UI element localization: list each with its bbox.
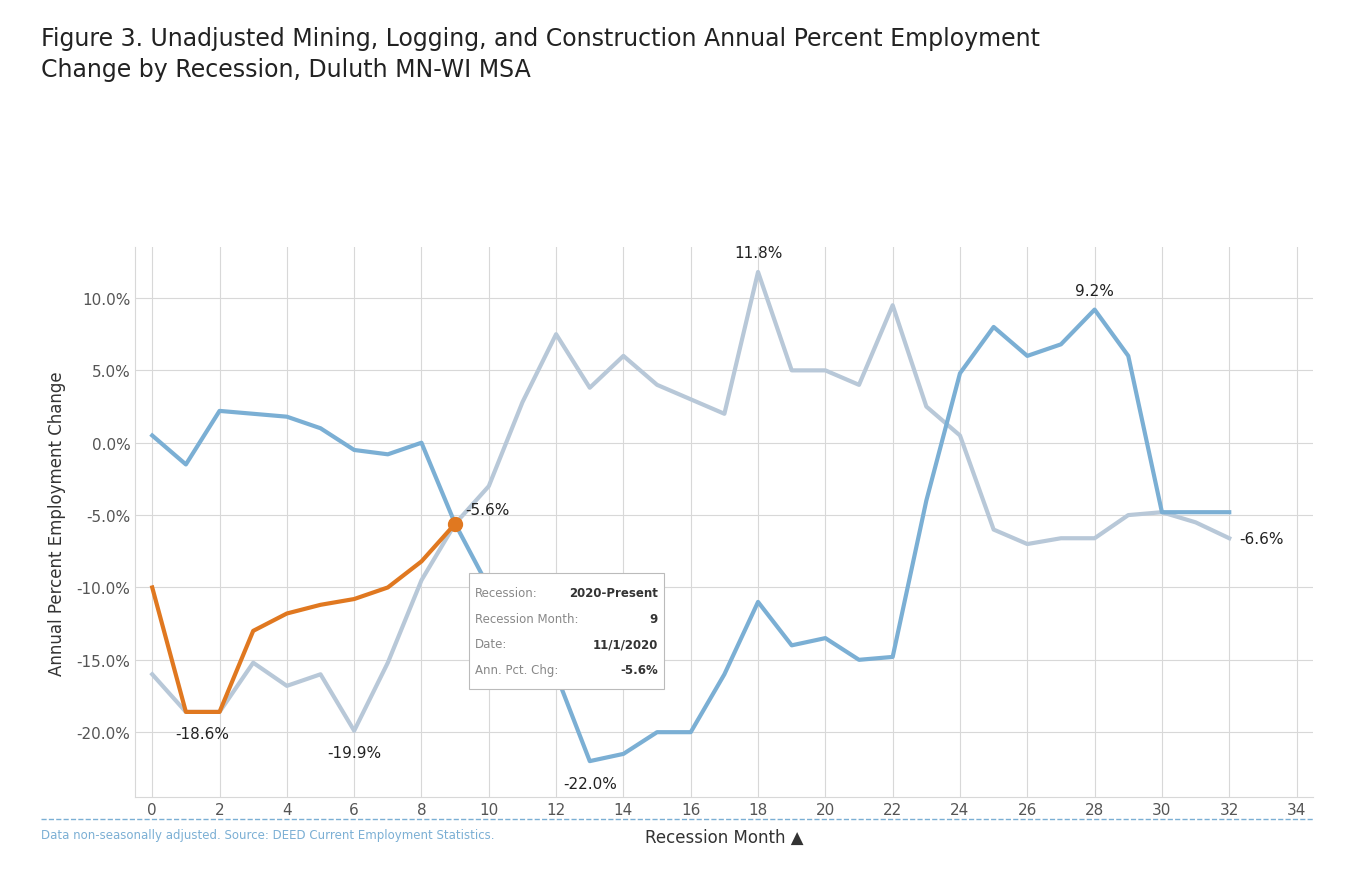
Text: -6.6%: -6.6% — [1239, 531, 1284, 546]
Text: -19.9%: -19.9% — [328, 745, 382, 760]
Text: -5.6%: -5.6% — [620, 664, 658, 676]
FancyBboxPatch shape — [468, 573, 663, 689]
Text: Data non-seasonally adjusted. Source: DEED Current Employment Statistics.: Data non-seasonally adjusted. Source: DE… — [41, 828, 494, 842]
Text: Recession Month:: Recession Month: — [475, 612, 578, 625]
Text: 9.2%: 9.2% — [1075, 284, 1114, 299]
Y-axis label: Annual Percent Employment Change: Annual Percent Employment Change — [47, 370, 65, 675]
Text: Date:: Date: — [475, 638, 506, 650]
Text: 11.8%: 11.8% — [734, 246, 783, 261]
Text: Ann. Pct. Chg:: Ann. Pct. Chg: — [475, 664, 558, 676]
Text: -5.6%: -5.6% — [466, 502, 509, 517]
Text: Recession:: Recession: — [475, 587, 538, 599]
Text: 2020-Present: 2020-Present — [569, 587, 658, 599]
Text: Figure 3. Unadjusted Mining, Logging, and Construction Annual Percent Employment: Figure 3. Unadjusted Mining, Logging, an… — [41, 27, 1040, 82]
Text: -18.6%: -18.6% — [176, 727, 230, 742]
X-axis label: Recession Month ▲: Recession Month ▲ — [645, 828, 804, 846]
Text: 9: 9 — [650, 612, 658, 625]
Text: 11/1/2020: 11/1/2020 — [592, 638, 658, 650]
Text: -22.0%: -22.0% — [563, 776, 616, 790]
